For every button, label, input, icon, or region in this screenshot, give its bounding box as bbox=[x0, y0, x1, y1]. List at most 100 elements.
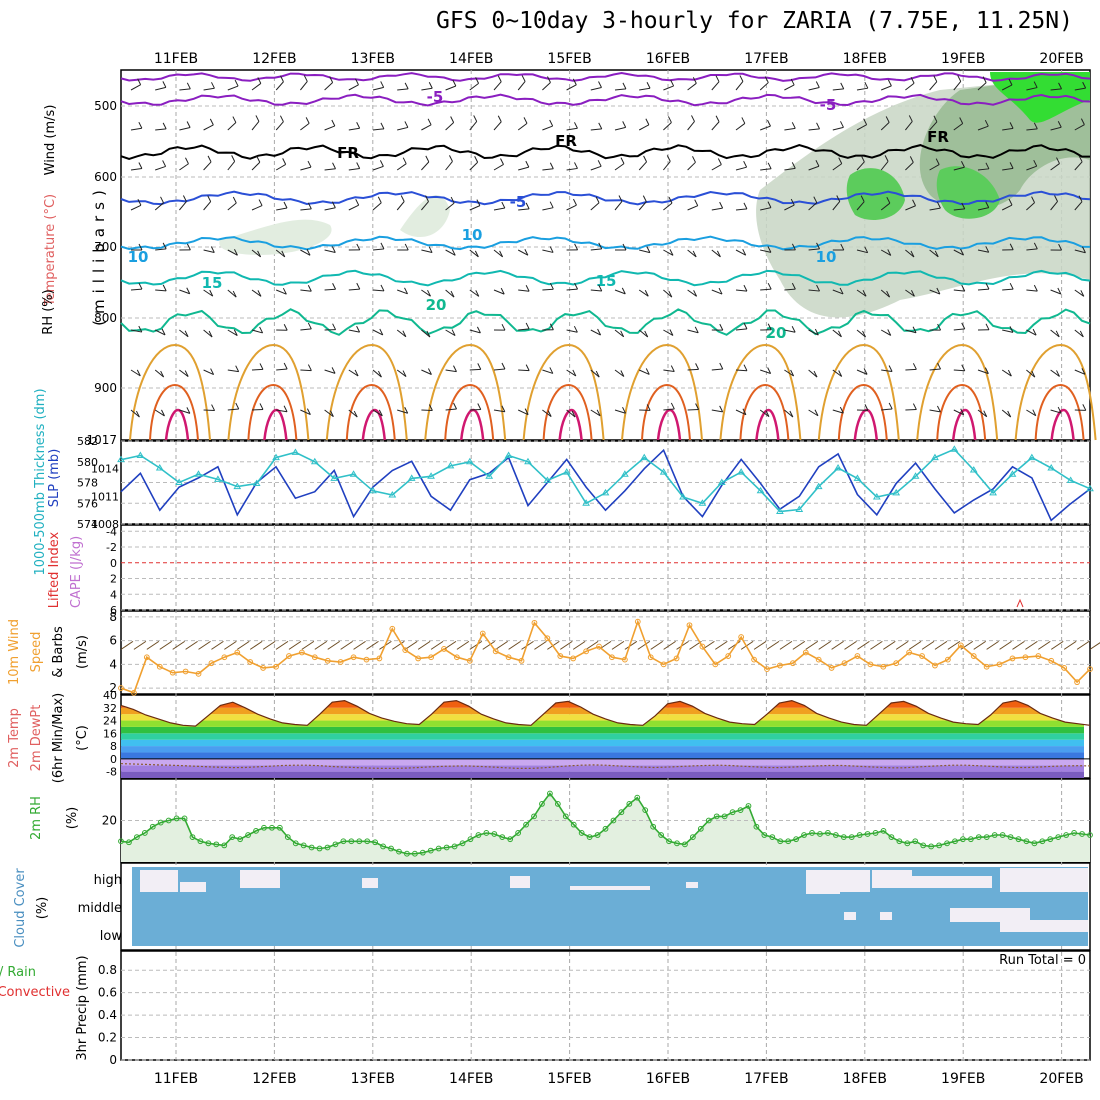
wind-barb bbox=[1001, 204, 1013, 211]
w10-barb bbox=[495, 640, 508, 650]
wind-barb bbox=[155, 128, 167, 131]
rh2m-point bbox=[491, 831, 498, 837]
wind-barb-flag bbox=[937, 362, 942, 370]
wind-barb bbox=[179, 289, 190, 295]
rh2m-point bbox=[300, 842, 307, 849]
w10-point bbox=[337, 659, 344, 665]
w10-point bbox=[828, 665, 835, 671]
w10-barb bbox=[585, 640, 599, 650]
t2m-tick: 24 bbox=[103, 715, 117, 728]
wind-barb bbox=[324, 207, 336, 211]
wind-barb-flag bbox=[524, 408, 529, 415]
rh2m-point bbox=[404, 850, 410, 857]
wind-barb bbox=[856, 87, 868, 91]
thickness-point bbox=[388, 490, 397, 498]
wind-barb bbox=[275, 249, 286, 258]
rh2m-point bbox=[388, 845, 394, 852]
wind-barb bbox=[179, 127, 191, 131]
wind-barb bbox=[638, 289, 649, 297]
wind-barb-flag bbox=[257, 77, 262, 84]
wind-barb-flag bbox=[790, 198, 795, 206]
t2m-line1: 2m Temp bbox=[7, 708, 22, 768]
thickness-point bbox=[310, 457, 319, 465]
wind-barb-flag bbox=[840, 82, 845, 90]
wind-barb bbox=[614, 369, 625, 377]
wind-barb-flag bbox=[377, 196, 382, 203]
wind-barb-flag bbox=[815, 160, 820, 167]
thickness-point bbox=[931, 453, 939, 461]
wind-barb bbox=[590, 202, 600, 211]
wind-barb bbox=[227, 122, 237, 131]
wind-barb-flag bbox=[402, 157, 407, 164]
thickness-point bbox=[194, 470, 203, 477]
wind-barb bbox=[784, 409, 794, 418]
wind-barb-flag bbox=[449, 155, 453, 162]
bottom-date-label: 15FEB bbox=[547, 1071, 591, 1087]
isotherm-25 bbox=[719, 343, 802, 441]
t2m-tick: -8 bbox=[106, 766, 117, 779]
wind-barb bbox=[735, 208, 747, 211]
wind-barb bbox=[275, 121, 284, 131]
wind-barb-flag bbox=[694, 326, 699, 334]
wind-barb-flag bbox=[1080, 118, 1085, 125]
wind-barb bbox=[566, 84, 577, 91]
isotherm-25 bbox=[621, 343, 703, 441]
w10-point bbox=[815, 656, 822, 663]
wind-barb-flag bbox=[791, 162, 796, 169]
wind-barb bbox=[735, 123, 746, 131]
w10-barb bbox=[947, 640, 961, 650]
wind-barb bbox=[880, 161, 889, 171]
rh2m-point bbox=[991, 832, 998, 838]
wind-barb-flag bbox=[235, 365, 240, 372]
wind-barb-flag bbox=[1009, 122, 1014, 129]
wind-barb bbox=[421, 249, 433, 254]
wind-barb-flag bbox=[573, 198, 577, 206]
wind-barb bbox=[1074, 87, 1086, 91]
wind-barb-flag bbox=[887, 249, 892, 256]
t2m-unit: (°C) bbox=[75, 725, 90, 751]
w10-point bbox=[260, 665, 267, 671]
wind-barb-flag bbox=[207, 155, 212, 163]
thickness-point bbox=[136, 451, 145, 459]
wind-barb bbox=[372, 409, 383, 417]
thickness-point bbox=[756, 486, 765, 494]
wind-barb bbox=[832, 289, 844, 295]
wind-barb-flag bbox=[645, 118, 650, 125]
w10-point bbox=[544, 635, 551, 642]
wind-barb-flag bbox=[719, 323, 724, 331]
li-label: Lifted Index bbox=[47, 531, 62, 608]
wind-barb bbox=[542, 369, 553, 374]
wind-barb bbox=[566, 409, 576, 418]
w10-barb bbox=[792, 640, 806, 650]
thickness-point bbox=[543, 476, 552, 483]
wind-barb-flag bbox=[840, 243, 845, 251]
wind-barb-flag bbox=[572, 369, 577, 377]
wind-barb bbox=[808, 409, 819, 417]
cloud-gap bbox=[912, 876, 992, 888]
temp-band bbox=[121, 720, 1084, 727]
w10-barb bbox=[314, 640, 328, 650]
wind-barb bbox=[832, 163, 843, 171]
wind-barb bbox=[832, 329, 842, 338]
w10-point bbox=[764, 666, 770, 672]
rh2m-point bbox=[443, 844, 450, 851]
wind-barb bbox=[638, 329, 649, 338]
wind-barb bbox=[421, 201, 429, 211]
wind-barb bbox=[179, 88, 191, 91]
wind-barb-flag bbox=[743, 284, 748, 292]
upper-pressure-label: (millibars) bbox=[90, 184, 108, 326]
wind-barb-flag bbox=[549, 162, 554, 170]
wind-barb bbox=[227, 85, 239, 91]
rh2m-point bbox=[880, 827, 887, 834]
cloud-gap bbox=[840, 870, 870, 892]
wind-barb-flag bbox=[717, 158, 722, 165]
wind-barb-flag bbox=[356, 162, 361, 169]
wind-barb bbox=[469, 121, 478, 131]
w10-barb bbox=[534, 640, 547, 650]
w10-point bbox=[505, 654, 512, 661]
rh2m-point bbox=[475, 832, 482, 838]
w10-point bbox=[311, 654, 318, 661]
rh2m-point bbox=[269, 824, 275, 831]
wind-barb bbox=[905, 368, 917, 371]
li-tick: 4 bbox=[110, 588, 117, 601]
